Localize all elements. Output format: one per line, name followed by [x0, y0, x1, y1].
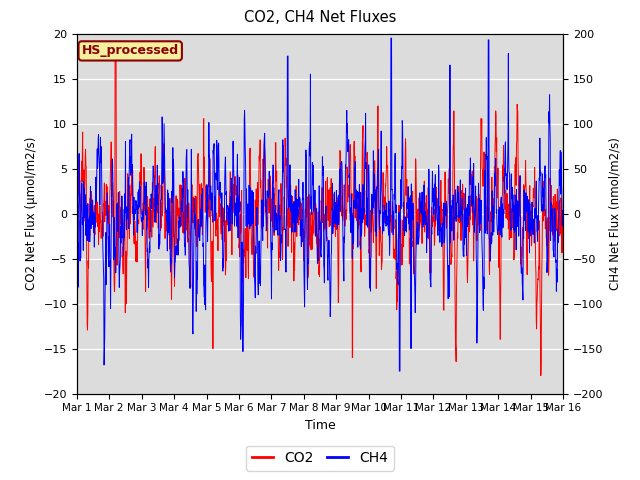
- CO2: [537, 372, 545, 378]
- Y-axis label: CH4 Net Flux (nmol/m2/s): CH4 Net Flux (nmol/m2/s): [609, 137, 622, 290]
- CO2: [350, 144, 358, 150]
- CH4: [349, 238, 357, 244]
- CO2: [559, 222, 567, 228]
- CH4: [298, 239, 306, 245]
- CH4: [387, 35, 395, 41]
- Line: CH4: CH4: [77, 38, 563, 371]
- CH4: [131, 217, 138, 223]
- CO2: [131, 220, 138, 226]
- Y-axis label: CO2 Net Flux (μmol/m2/s): CO2 Net Flux (μmol/m2/s): [25, 137, 38, 290]
- Text: CO2, CH4 Net Fluxes: CO2, CH4 Net Fluxes: [244, 10, 396, 24]
- CH4: [396, 368, 403, 374]
- CO2: [298, 223, 306, 228]
- CO2: [111, 44, 119, 50]
- CH4: [111, 220, 118, 226]
- Line: CO2: CO2: [77, 47, 563, 375]
- Text: HS_processed: HS_processed: [82, 44, 179, 58]
- CO2: [73, 167, 81, 173]
- X-axis label: Time: Time: [305, 419, 335, 432]
- CO2: [290, 237, 298, 243]
- CO2: [280, 227, 287, 233]
- CH4: [559, 214, 567, 219]
- CH4: [73, 215, 81, 220]
- CH4: [289, 220, 297, 226]
- CO2: [111, 288, 118, 294]
- CH4: [279, 169, 287, 175]
- Legend: CO2, CH4: CO2, CH4: [246, 445, 394, 471]
